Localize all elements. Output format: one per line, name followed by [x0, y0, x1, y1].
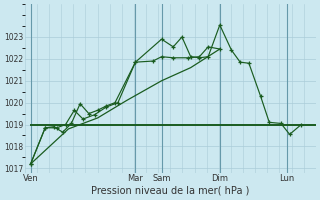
X-axis label: Pression niveau de la mer( hPa ): Pression niveau de la mer( hPa )	[91, 186, 250, 196]
